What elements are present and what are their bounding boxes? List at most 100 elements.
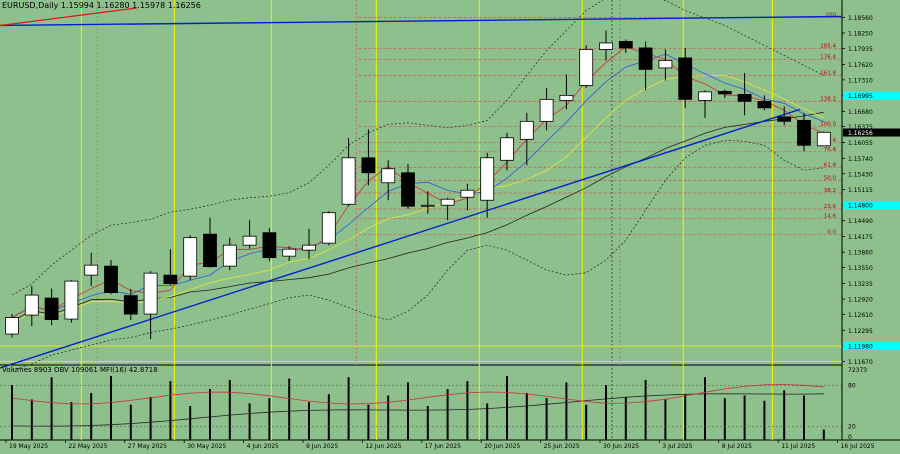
upper-trend-line [0, 15, 843, 27]
date-label: 27 May 2025 [128, 443, 167, 450]
candle-body [401, 172, 415, 207]
date-label: 22 May 2025 [68, 443, 107, 450]
price-tick-label: 1.15740 [848, 156, 873, 163]
price-tick-label: 1.15115 [848, 187, 873, 194]
candle-body [321, 212, 336, 244]
candle-body [757, 100, 772, 109]
price-tick-label: 1.14175 [848, 234, 873, 241]
candle-body [123, 295, 138, 315]
indicator-title: Volumes 8903 OBV 109061 MFI(16) 42.8718 [2, 366, 158, 374]
candle-body [5, 317, 19, 335]
fib-level-label: 38.2 [824, 188, 836, 194]
indicator-lower-label: 20 [848, 423, 856, 430]
date-label: 19 May 2025 [9, 443, 48, 450]
fib-level-label: 14.6 [824, 214, 837, 220]
date-label: 25 Jun 2025 [544, 443, 580, 450]
fib-level-label: 0.0 [827, 230, 836, 236]
candle-body [717, 90, 732, 95]
price-highlight-label: 1.14800 [848, 203, 873, 210]
price-tick-label: 1.13550 [848, 265, 873, 272]
date-label: 4 Jun 2025 [247, 443, 279, 450]
candle-body [658, 60, 673, 69]
price-tick-label: 1.16375 [848, 124, 873, 131]
candle-body [559, 94, 574, 101]
candle-body [44, 297, 59, 320]
fib-level-label: 138.2 [820, 96, 836, 102]
candle-body [519, 120, 534, 140]
price-highlight-box [843, 342, 900, 351]
price-tick-label: 1.16680 [848, 109, 873, 116]
candle-body [460, 189, 475, 198]
candle-body [341, 157, 356, 205]
candle-body [579, 49, 594, 86]
price-tick-label: 1.11670 [848, 359, 873, 366]
candle-body [242, 235, 257, 246]
candle-body [262, 232, 277, 259]
date-label: 30 Jun 2025 [603, 443, 639, 450]
candle-body [420, 204, 435, 207]
price-tick-label: 1.13235 [848, 281, 873, 288]
date-label: 20 Jun 2025 [484, 443, 520, 450]
candle-body [143, 272, 158, 315]
candle-body [222, 244, 237, 267]
ma-slow [11, 111, 824, 322]
fib-level-label: 76.4 [824, 147, 837, 153]
candle-body [638, 47, 653, 70]
candle-body [777, 116, 792, 122]
price-tick-label: 1.12920 [848, 297, 873, 304]
candle-body [737, 93, 752, 102]
indicator-zero-label: 0 [848, 434, 852, 441]
price-tick-label: 1.12295 [848, 328, 873, 335]
fib-level-label: 50.0 [824, 175, 837, 181]
fib-level-label: 161.8 [820, 70, 836, 76]
indicator-upper-label: 80 [848, 383, 856, 390]
candle-body [440, 198, 455, 206]
candle-body [282, 248, 297, 257]
price-highlight-label: 1.11980 [848, 344, 873, 351]
uptrend-line [0, 108, 801, 369]
fib-level-label: 200 [826, 12, 837, 18]
candle-body [797, 119, 811, 146]
fib-level-label: 100.0 [820, 122, 836, 128]
candle-body [203, 233, 217, 268]
fib-level-label: 176.4 [820, 54, 836, 60]
candle-body [480, 157, 495, 201]
candle-body [816, 131, 831, 147]
date-label: 8 Jul 2025 [722, 443, 752, 450]
candle-body [104, 265, 118, 294]
price-highlight-box [843, 91, 900, 100]
candle-body [539, 98, 554, 122]
price-highlight-label: 1.16256 [848, 130, 873, 137]
obv-line [11, 393, 824, 427]
price-tick-label: 1.14490 [848, 218, 873, 225]
candle-body [381, 168, 396, 184]
fib-level-label: 185.4 [820, 44, 836, 50]
price-tick-label: 1.15430 [848, 171, 873, 178]
candle-body [618, 41, 633, 49]
candle-body [163, 274, 178, 285]
candle-body [302, 244, 316, 251]
price-tick-label: 1.12610 [848, 312, 873, 319]
price-tick-label: 1.17620 [848, 62, 873, 69]
candle-body [24, 294, 39, 316]
lower-band [11, 139, 824, 371]
fib-level-label: 61.8 [824, 162, 837, 168]
ma-red [11, 46, 824, 318]
date-label: 17 Jun 2025 [425, 443, 461, 450]
candle-body [64, 280, 79, 320]
fib-level-label: 23.6 [824, 204, 837, 210]
date-label: 12 Jun 2025 [365, 443, 401, 450]
candle-body [500, 137, 514, 161]
red-trend-line [0, 7, 137, 27]
candle-body [361, 157, 376, 174]
price-highlight-box [843, 128, 900, 137]
candle-body [84, 264, 99, 276]
date-label: 9 Jun 2025 [306, 443, 338, 450]
candle-body [599, 42, 613, 50]
indicator-max-label: 72373 [848, 367, 867, 374]
candle-body [678, 57, 693, 100]
candle-body [183, 237, 198, 277]
price-tick-label: 1.17935 [848, 46, 873, 53]
